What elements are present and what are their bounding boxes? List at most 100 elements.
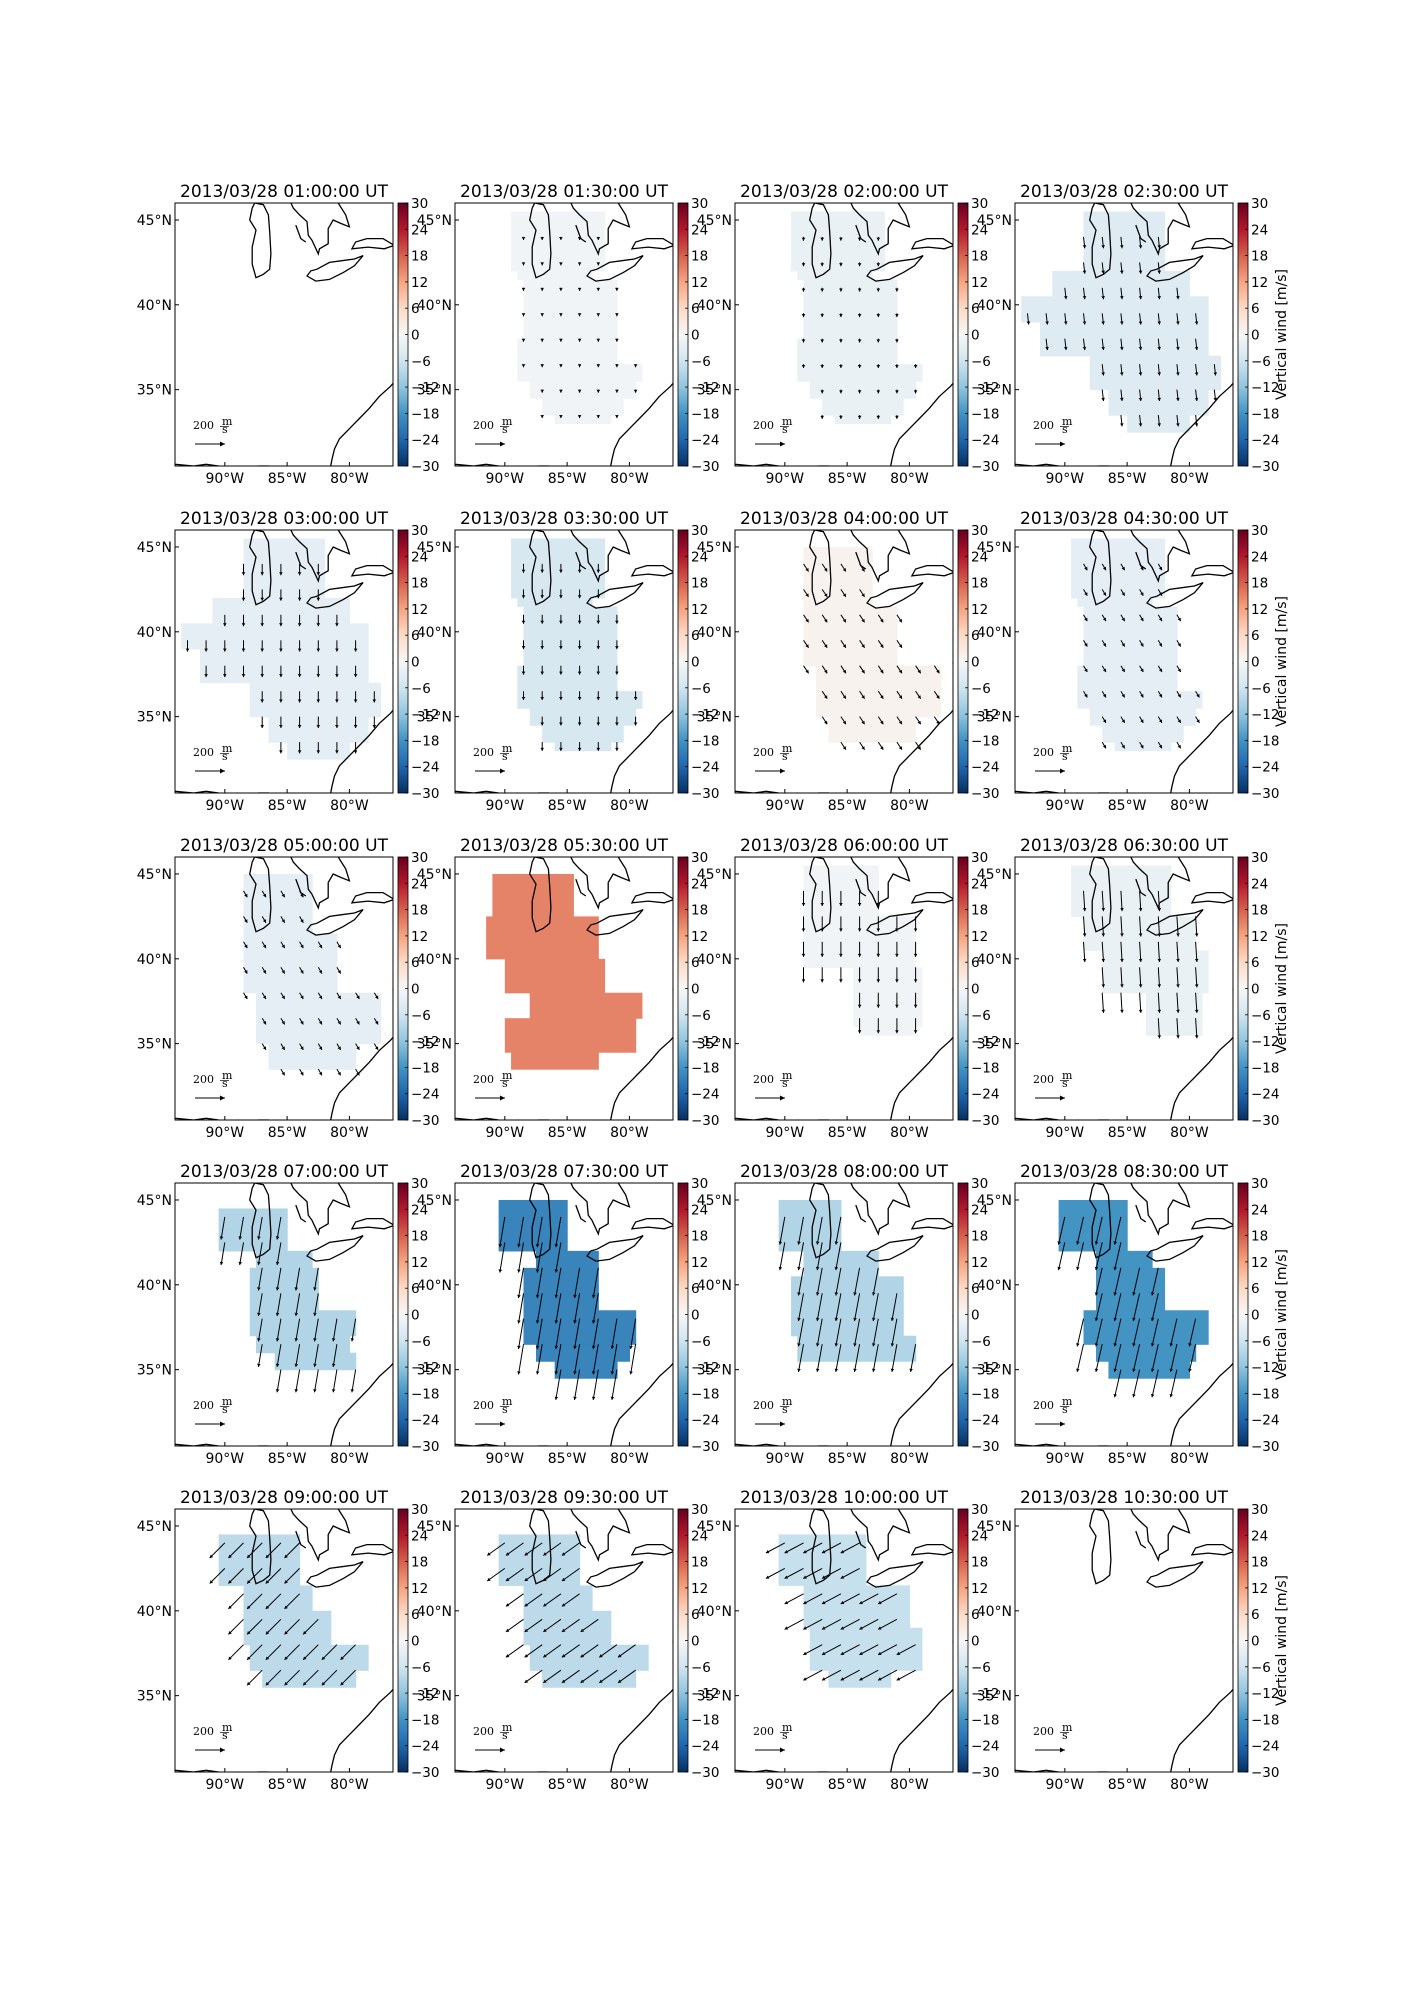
wind-vector <box>891 1344 898 1372</box>
wind-vector-head <box>353 648 358 652</box>
quiver-key-unit-num: m <box>782 1395 793 1408</box>
lon-tick-label: 85°W <box>268 798 307 814</box>
wind-vector-head <box>284 1631 288 1635</box>
colorbar-tick-label: −6 <box>691 354 711 370</box>
wind-vector <box>284 1593 300 1610</box>
map-area <box>1015 1183 1233 1446</box>
coastline <box>1130 1183 1191 1236</box>
wind-vector <box>302 1644 319 1661</box>
wind-vector-head <box>561 1679 566 1683</box>
wind-vector <box>779 1242 786 1271</box>
wind-vector-head <box>1084 592 1088 596</box>
quiver-key-unit-num: m <box>782 1069 793 1082</box>
colorbar-tick-label: 18 <box>971 249 988 265</box>
footprint-cell <box>1083 211 1166 272</box>
wind-vector-head <box>803 1626 807 1630</box>
wind-vector-head <box>815 1343 820 1347</box>
wind-vector-head <box>540 313 544 317</box>
wind-vector <box>798 1344 804 1372</box>
wind-vector-head <box>1158 617 1162 622</box>
lon-tick-label: 85°W <box>268 471 307 487</box>
coastline <box>910 891 953 904</box>
wind-vector-head <box>247 1605 251 1609</box>
colorbar-tick-label: −24 <box>971 1739 1000 1755</box>
wind-vector <box>580 1644 599 1658</box>
wind-vector-head <box>265 1681 270 1686</box>
panel-title: 2013/03/28 10:00:00 UT <box>740 1488 949 1508</box>
coastline <box>586 1234 644 1262</box>
wind-vector <box>257 1344 263 1367</box>
wind-vector-head <box>262 995 266 999</box>
wind-vector-head <box>241 648 246 652</box>
wind-vector-head <box>596 595 601 599</box>
wind-vector-head <box>1196 694 1200 698</box>
footprint-cell <box>554 415 612 425</box>
wind-vector <box>1139 890 1142 912</box>
map-area <box>1015 530 1233 793</box>
wind-vector-head <box>1082 908 1087 912</box>
colorbar-tick-label: 12 <box>971 929 988 945</box>
panel-title: 2013/03/28 04:30:00 UT <box>1020 509 1229 529</box>
wind-vector-head <box>876 1004 881 1008</box>
wind-vector-head <box>1101 984 1106 988</box>
colorbar-tick-label: −24 <box>971 760 1000 776</box>
wind-vector-head <box>765 1575 770 1579</box>
wind-vector <box>877 1593 898 1605</box>
wind-vector-head <box>880 720 884 725</box>
coastline <box>529 1509 552 1585</box>
coastline <box>1130 203 1191 256</box>
colorbar-tick-label: 30 <box>411 523 428 539</box>
colorbar-tick-label: −30 <box>1251 1765 1280 1781</box>
wind-vector-head <box>1102 668 1106 672</box>
lon-tick-label: 85°W <box>1108 471 1147 487</box>
coastline <box>330 335 393 466</box>
wind-vector <box>340 1644 356 1661</box>
coastline <box>610 335 673 466</box>
wind-vector-head <box>275 1236 280 1240</box>
quiver-key-unit-num: m <box>782 1721 793 1734</box>
lon-tick-label: 90°W <box>765 471 804 487</box>
wind-vector-head <box>577 595 582 599</box>
wind-vector-head <box>335 623 339 627</box>
lat-tick-label: 35°N <box>137 1689 172 1705</box>
map-frame <box>454 1182 674 1447</box>
coastline <box>809 1509 832 1585</box>
panel-title: 2013/03/28 09:00:00 UT <box>180 1488 389 1508</box>
wind-vector-head <box>784 1600 789 1605</box>
wind-vector-head <box>279 623 283 627</box>
coastline <box>630 891 673 904</box>
coastline <box>586 581 644 609</box>
coastline <box>1170 335 1233 466</box>
colorbar-tick-label: −30 <box>971 1765 1000 1781</box>
wind-vector-head <box>839 314 843 318</box>
colorbar-tick-label: −30 <box>411 1113 440 1129</box>
wind-vector-head <box>1094 1317 1099 1321</box>
wind-vector-head <box>1194 1009 1199 1013</box>
wind-vector <box>872 1267 879 1296</box>
lat-tick-label: 40°N <box>417 952 452 968</box>
wind-vector-head <box>842 568 846 572</box>
quiver-key-label: 200 <box>1033 1399 1054 1412</box>
lat-tick-label: 45°N <box>137 867 172 883</box>
panel-title: 2013/03/28 03:30:00 UT <box>460 509 669 529</box>
wind-vector-head <box>876 903 881 906</box>
map-frame <box>734 856 954 1121</box>
quiver-key-unit-num: m <box>222 1395 233 1408</box>
coastline <box>249 203 272 279</box>
colorbar-tick-label: 12 <box>971 275 988 291</box>
wind-vector <box>295 1344 301 1367</box>
wind-vector-head <box>554 1345 559 1349</box>
wind-vector-head <box>797 1266 801 1271</box>
wind-vector <box>536 1318 543 1350</box>
wind-vector-head <box>524 1654 529 1658</box>
wind-vector-head <box>861 568 865 572</box>
wind-vector-head <box>294 1389 299 1393</box>
wind-vector-head <box>573 1320 577 1324</box>
footprint-cell <box>542 725 624 743</box>
wind-vector-head <box>839 390 843 394</box>
wind-vector-head <box>573 1396 577 1400</box>
